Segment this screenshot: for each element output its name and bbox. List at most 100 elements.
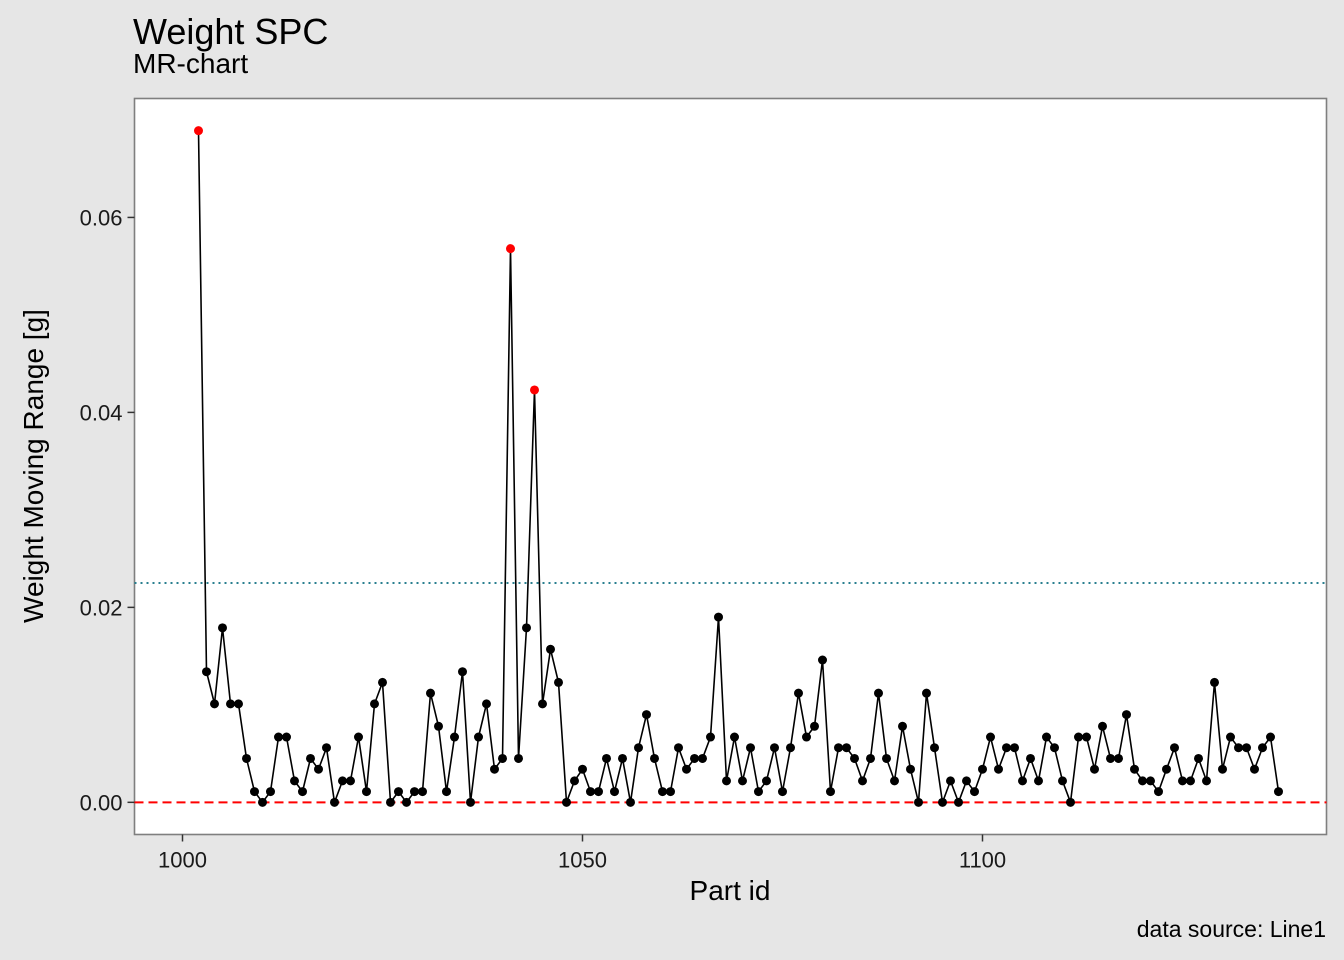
data-point bbox=[258, 797, 267, 807]
data-point bbox=[1154, 787, 1163, 797]
data-point bbox=[1170, 743, 1179, 753]
data-point bbox=[978, 764, 987, 774]
data-point bbox=[802, 732, 811, 742]
data-point bbox=[1194, 753, 1203, 763]
data-point bbox=[930, 743, 939, 753]
data-point bbox=[794, 688, 803, 698]
data-point bbox=[1010, 743, 1019, 753]
data-point bbox=[634, 743, 643, 753]
data-point bbox=[234, 699, 243, 709]
data-point bbox=[490, 764, 499, 774]
data-point bbox=[218, 623, 227, 633]
y-tick-label: 0.04 bbox=[80, 400, 123, 425]
data-point bbox=[538, 699, 547, 709]
data-point bbox=[1066, 797, 1075, 807]
data-point bbox=[202, 667, 211, 677]
data-point bbox=[770, 743, 779, 753]
data-point bbox=[962, 776, 971, 786]
y-tick-label: 0.06 bbox=[80, 205, 123, 230]
data-point bbox=[466, 797, 475, 807]
x-tick-label: 1000 bbox=[158, 848, 207, 873]
data-point bbox=[578, 764, 587, 774]
data-point bbox=[762, 776, 771, 786]
data-point bbox=[834, 743, 843, 753]
x-tick-label: 1100 bbox=[959, 848, 1006, 873]
data-point bbox=[922, 688, 931, 698]
data-point bbox=[250, 787, 259, 797]
data-point bbox=[314, 764, 323, 774]
data-point bbox=[1146, 776, 1155, 786]
data-point bbox=[898, 721, 907, 731]
data-point bbox=[1082, 732, 1091, 742]
data-point bbox=[1266, 732, 1275, 742]
data-point bbox=[298, 787, 307, 797]
data-point bbox=[1018, 776, 1027, 786]
data-point bbox=[570, 776, 579, 786]
data-point bbox=[1050, 743, 1059, 753]
x-axis-title: Part id bbox=[690, 875, 771, 906]
data-point bbox=[226, 699, 235, 709]
data-point bbox=[378, 677, 387, 687]
data-point bbox=[946, 776, 955, 786]
data-point bbox=[970, 787, 979, 797]
data-point bbox=[210, 699, 219, 709]
data-point bbox=[1218, 764, 1227, 774]
data-point bbox=[1250, 764, 1259, 774]
data-point bbox=[554, 677, 563, 687]
data-point bbox=[242, 753, 251, 763]
data-point bbox=[546, 644, 555, 654]
data-point bbox=[338, 776, 347, 786]
data-point bbox=[346, 776, 355, 786]
data-point bbox=[738, 776, 747, 786]
chart-title: Weight SPC bbox=[133, 11, 329, 52]
data-point bbox=[290, 776, 299, 786]
data-point bbox=[938, 797, 947, 807]
data-point bbox=[266, 787, 275, 797]
data-point bbox=[1106, 753, 1115, 763]
data-point bbox=[1122, 710, 1131, 720]
data-point bbox=[274, 732, 283, 742]
data-point bbox=[650, 753, 659, 763]
data-point bbox=[1034, 776, 1043, 786]
data-point bbox=[1226, 732, 1235, 742]
data-point bbox=[986, 732, 995, 742]
data-point bbox=[586, 787, 595, 797]
data-point bbox=[1114, 753, 1123, 763]
data-point bbox=[890, 776, 899, 786]
data-point bbox=[1098, 721, 1107, 731]
data-point bbox=[482, 699, 491, 709]
data-point bbox=[610, 787, 619, 797]
out-of-control-point bbox=[194, 126, 203, 136]
data-point bbox=[1210, 677, 1219, 687]
data-point bbox=[698, 753, 707, 763]
data-point bbox=[498, 753, 507, 763]
y-tick-label: 0.00 bbox=[80, 790, 123, 815]
data-point bbox=[906, 764, 915, 774]
out-of-control-point bbox=[506, 244, 515, 254]
data-point bbox=[386, 797, 395, 807]
data-point bbox=[842, 743, 851, 753]
data-point bbox=[674, 743, 683, 753]
data-point bbox=[666, 787, 675, 797]
data-point bbox=[850, 753, 859, 763]
data-point bbox=[1090, 764, 1099, 774]
data-point bbox=[602, 753, 611, 763]
data-point bbox=[826, 787, 835, 797]
data-point bbox=[402, 797, 411, 807]
series-line bbox=[197, 130, 1280, 805]
data-point bbox=[1130, 764, 1139, 774]
data-point bbox=[786, 743, 795, 753]
data-point bbox=[1258, 743, 1267, 753]
data-point bbox=[810, 721, 819, 731]
data-point bbox=[626, 797, 635, 807]
data-point bbox=[442, 787, 451, 797]
chart-caption: data source: Line1 bbox=[1136, 916, 1326, 942]
data-point bbox=[994, 764, 1003, 774]
data-point bbox=[730, 732, 739, 742]
data-point bbox=[1274, 787, 1283, 797]
data-point bbox=[282, 732, 291, 742]
data-point bbox=[1178, 776, 1187, 786]
plot-panel bbox=[133, 97, 1328, 836]
out-of-control-point bbox=[530, 385, 539, 395]
